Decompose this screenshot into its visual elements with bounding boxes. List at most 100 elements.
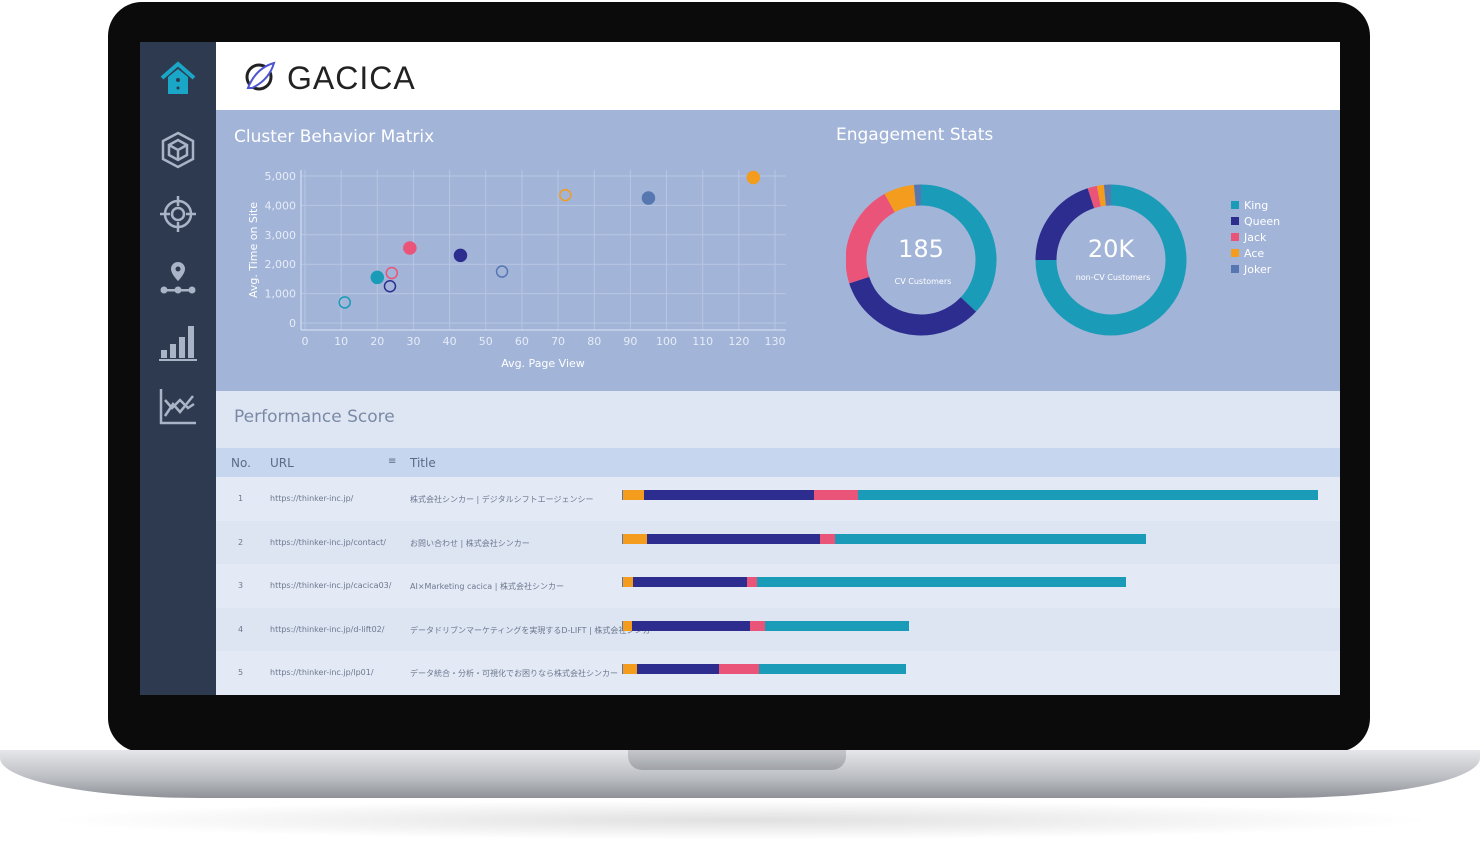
bar-segment-joker — [622, 533, 623, 544]
bar-segment-queen — [631, 620, 750, 631]
x-tick-label: 60 — [515, 335, 529, 348]
scatter-point-king — [338, 296, 352, 309]
table-row[interactable]: 1 https://thinker-inc.jp/ 株式会社シンカー | デジタ… — [216, 477, 1340, 521]
row-url[interactable]: https://thinker-inc.jp/lp01/ — [270, 668, 374, 677]
bar-segment-ace — [622, 533, 647, 544]
col-title[interactable]: Title — [410, 456, 436, 470]
sidebar — [140, 42, 216, 695]
donut-segment-ace — [884, 184, 917, 213]
header: GACICA — [216, 42, 1340, 110]
score-bar — [622, 664, 907, 674]
scatter-point-king — [370, 270, 385, 285]
score-bar — [622, 577, 1126, 587]
cube-icon[interactable] — [158, 130, 198, 170]
bar-segment-queen — [636, 664, 719, 674]
col-no[interactable]: No. — [231, 456, 251, 470]
row-no: 2 — [238, 537, 244, 547]
donut-segment-queen — [849, 276, 977, 336]
bar-segment-king — [758, 664, 907, 674]
map-pin-route-icon[interactable] — [158, 258, 198, 298]
dashboard-screen: GACICA Cluster Behavior Matrix Engagemen… — [140, 42, 1340, 695]
table-row[interactable]: 4 https://thinker-inc.jp/d-lift02/ データドリ… — [216, 607, 1340, 652]
x-tick-label: 70 — [551, 335, 565, 348]
x-tick-label: 130 — [765, 335, 786, 348]
legend-label: Ace — [1244, 246, 1265, 260]
sort-icon[interactable]: ≡ — [388, 456, 397, 467]
x-tick-label: 120 — [728, 335, 749, 348]
donut-segment-queen — [1035, 188, 1095, 261]
performance-title: Performance Score — [234, 407, 395, 427]
x-tick-label: 30 — [406, 335, 420, 348]
scatter-point-queen — [383, 280, 397, 293]
scatter-chart: 0 10 20 30 40 50 60 70 80 90 100 110 120 130 0 1,000 2,0… — [247, 170, 786, 370]
legend-swatch — [1231, 249, 1239, 257]
bar-segment-jack — [820, 533, 836, 544]
score-bar — [622, 533, 1147, 544]
legend-label: King — [1244, 198, 1269, 212]
row-url[interactable]: https://thinker-inc.jp/d-lift02/ — [270, 624, 385, 634]
bar-chart-icon[interactable] — [158, 322, 198, 362]
table-row[interactable]: 3 https://thinker-inc.jp/cacica03/ AI×Ma… — [216, 564, 1340, 608]
scatter-point-queen — [453, 248, 468, 263]
bar-segment-ace — [622, 490, 644, 500]
laptop-notch — [628, 750, 846, 770]
x-tick-label: 80 — [587, 335, 601, 348]
row-title: データ統合・分析・可視化でお困りなら株式会社シンカー — [410, 669, 618, 678]
laptop-shadow — [40, 800, 1440, 840]
row-url[interactable]: https://thinker-inc.jp/contact/ — [270, 537, 386, 547]
y-axis-label: Avg. Time on Site — [247, 202, 260, 298]
bar-segment-king — [764, 620, 910, 631]
bar-segment-joker — [622, 490, 623, 500]
y-tick-label: 3,000 — [265, 229, 297, 242]
row-url[interactable]: https://thinker-inc.jp/cacica03/ — [270, 581, 392, 590]
legend-item[interactable]: Jack — [1231, 229, 1280, 245]
row-no: 4 — [238, 624, 244, 634]
bar-segment-king — [835, 533, 1147, 544]
analytics-panel: Cluster Behavior Matrix Engagement Stats… — [216, 110, 1340, 391]
x-tick-label: 0 — [302, 335, 309, 348]
bar-segment-jack — [814, 490, 859, 500]
row-no: 1 — [238, 494, 244, 503]
legend-swatch — [1231, 217, 1239, 225]
row-no: 5 — [238, 668, 244, 677]
target-icon[interactable] — [158, 194, 198, 234]
x-tick-label: 10 — [334, 335, 348, 348]
x-tick-label: 90 — [623, 335, 637, 348]
donut-segment-ace — [1096, 184, 1106, 207]
table-row[interactable]: 2 https://thinker-inc.jp/contact/ お問い合わせ… — [216, 520, 1340, 565]
donut-label: CV Customers — [895, 277, 952, 286]
bar-segment-ace — [622, 620, 632, 631]
bar-segment-queen — [632, 577, 747, 587]
legend-item[interactable]: Ace — [1231, 245, 1280, 261]
score-bar — [622, 620, 910, 631]
x-tick-label: 100 — [656, 335, 677, 348]
bar-segment-king — [756, 577, 1126, 587]
donut-value: 20K — [1088, 235, 1136, 263]
y-tick-label: 5,000 — [265, 170, 297, 183]
scatter-point-joker — [641, 191, 656, 205]
legend-item[interactable]: Joker — [1231, 261, 1280, 277]
home-icon[interactable] — [158, 58, 198, 98]
table-row[interactable]: 5 https://thinker-inc.jp/lp01/ データ統合・分析・… — [216, 651, 1340, 695]
scatter-point-joker — [495, 265, 509, 278]
bar-segment-ace — [622, 664, 637, 674]
col-url[interactable]: URL — [270, 456, 294, 470]
legend-item[interactable]: Queen — [1231, 213, 1280, 229]
brand-logo[interactable]: GACICA — [242, 58, 432, 100]
x-tick-label: 20 — [370, 335, 384, 348]
y-tick-label: 4,000 — [265, 199, 297, 212]
scatter-point-jack — [385, 266, 399, 280]
row-url[interactable]: https://thinker-inc.jp/ — [270, 494, 354, 503]
legend-label: Queen — [1244, 214, 1281, 228]
bar-segment-ace — [622, 577, 633, 587]
legend-item[interactable]: King — [1231, 197, 1280, 213]
bar-segment-jack — [718, 664, 759, 674]
scatter-point-ace — [746, 170, 761, 185]
trend-chart-icon[interactable] — [158, 386, 198, 426]
x-tick-label: 50 — [479, 335, 493, 348]
row-no: 3 — [238, 581, 244, 590]
svg-text:GACICA: GACICA — [287, 60, 416, 96]
donut-label: non-CV Customers — [1076, 273, 1151, 282]
row-title: AI×Marketing cacica | 株式会社シンカー — [410, 582, 564, 591]
donut-segment-king — [920, 184, 997, 312]
